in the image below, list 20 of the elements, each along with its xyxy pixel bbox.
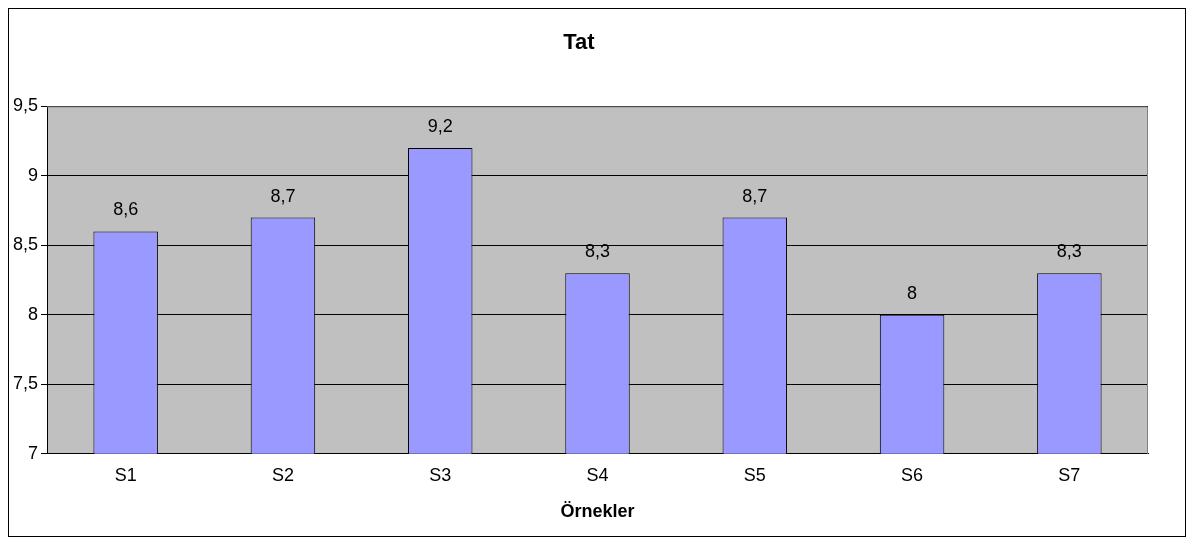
y-tick-label: 9,5: [12, 95, 39, 116]
y-tick-label: 7,5: [12, 373, 39, 394]
x-tick-label: S1: [114, 464, 137, 485]
x-axis-title: Örnekler: [560, 501, 635, 522]
data-label: 9,2: [427, 116, 453, 137]
x-tick-label: S7: [1058, 464, 1081, 485]
y-tick-label: 8: [28, 303, 39, 324]
y-tick-label: 8,5: [12, 234, 39, 255]
y-tick-label: 7: [28, 442, 39, 463]
y-tick-label: 9: [28, 164, 39, 185]
x-tick-label: S6: [901, 464, 924, 485]
x-tick-label: S3: [429, 464, 452, 485]
x-tick-label: S2: [271, 464, 294, 485]
x-tick-label: S4: [586, 464, 609, 485]
chart-title: Tat: [563, 29, 596, 55]
data-label: 8,6: [113, 199, 139, 220]
data-label: 8,7: [742, 185, 768, 206]
x-tick-label: S5: [743, 464, 766, 485]
data-label: 8: [907, 282, 918, 303]
data-label: 8,7: [270, 185, 296, 206]
